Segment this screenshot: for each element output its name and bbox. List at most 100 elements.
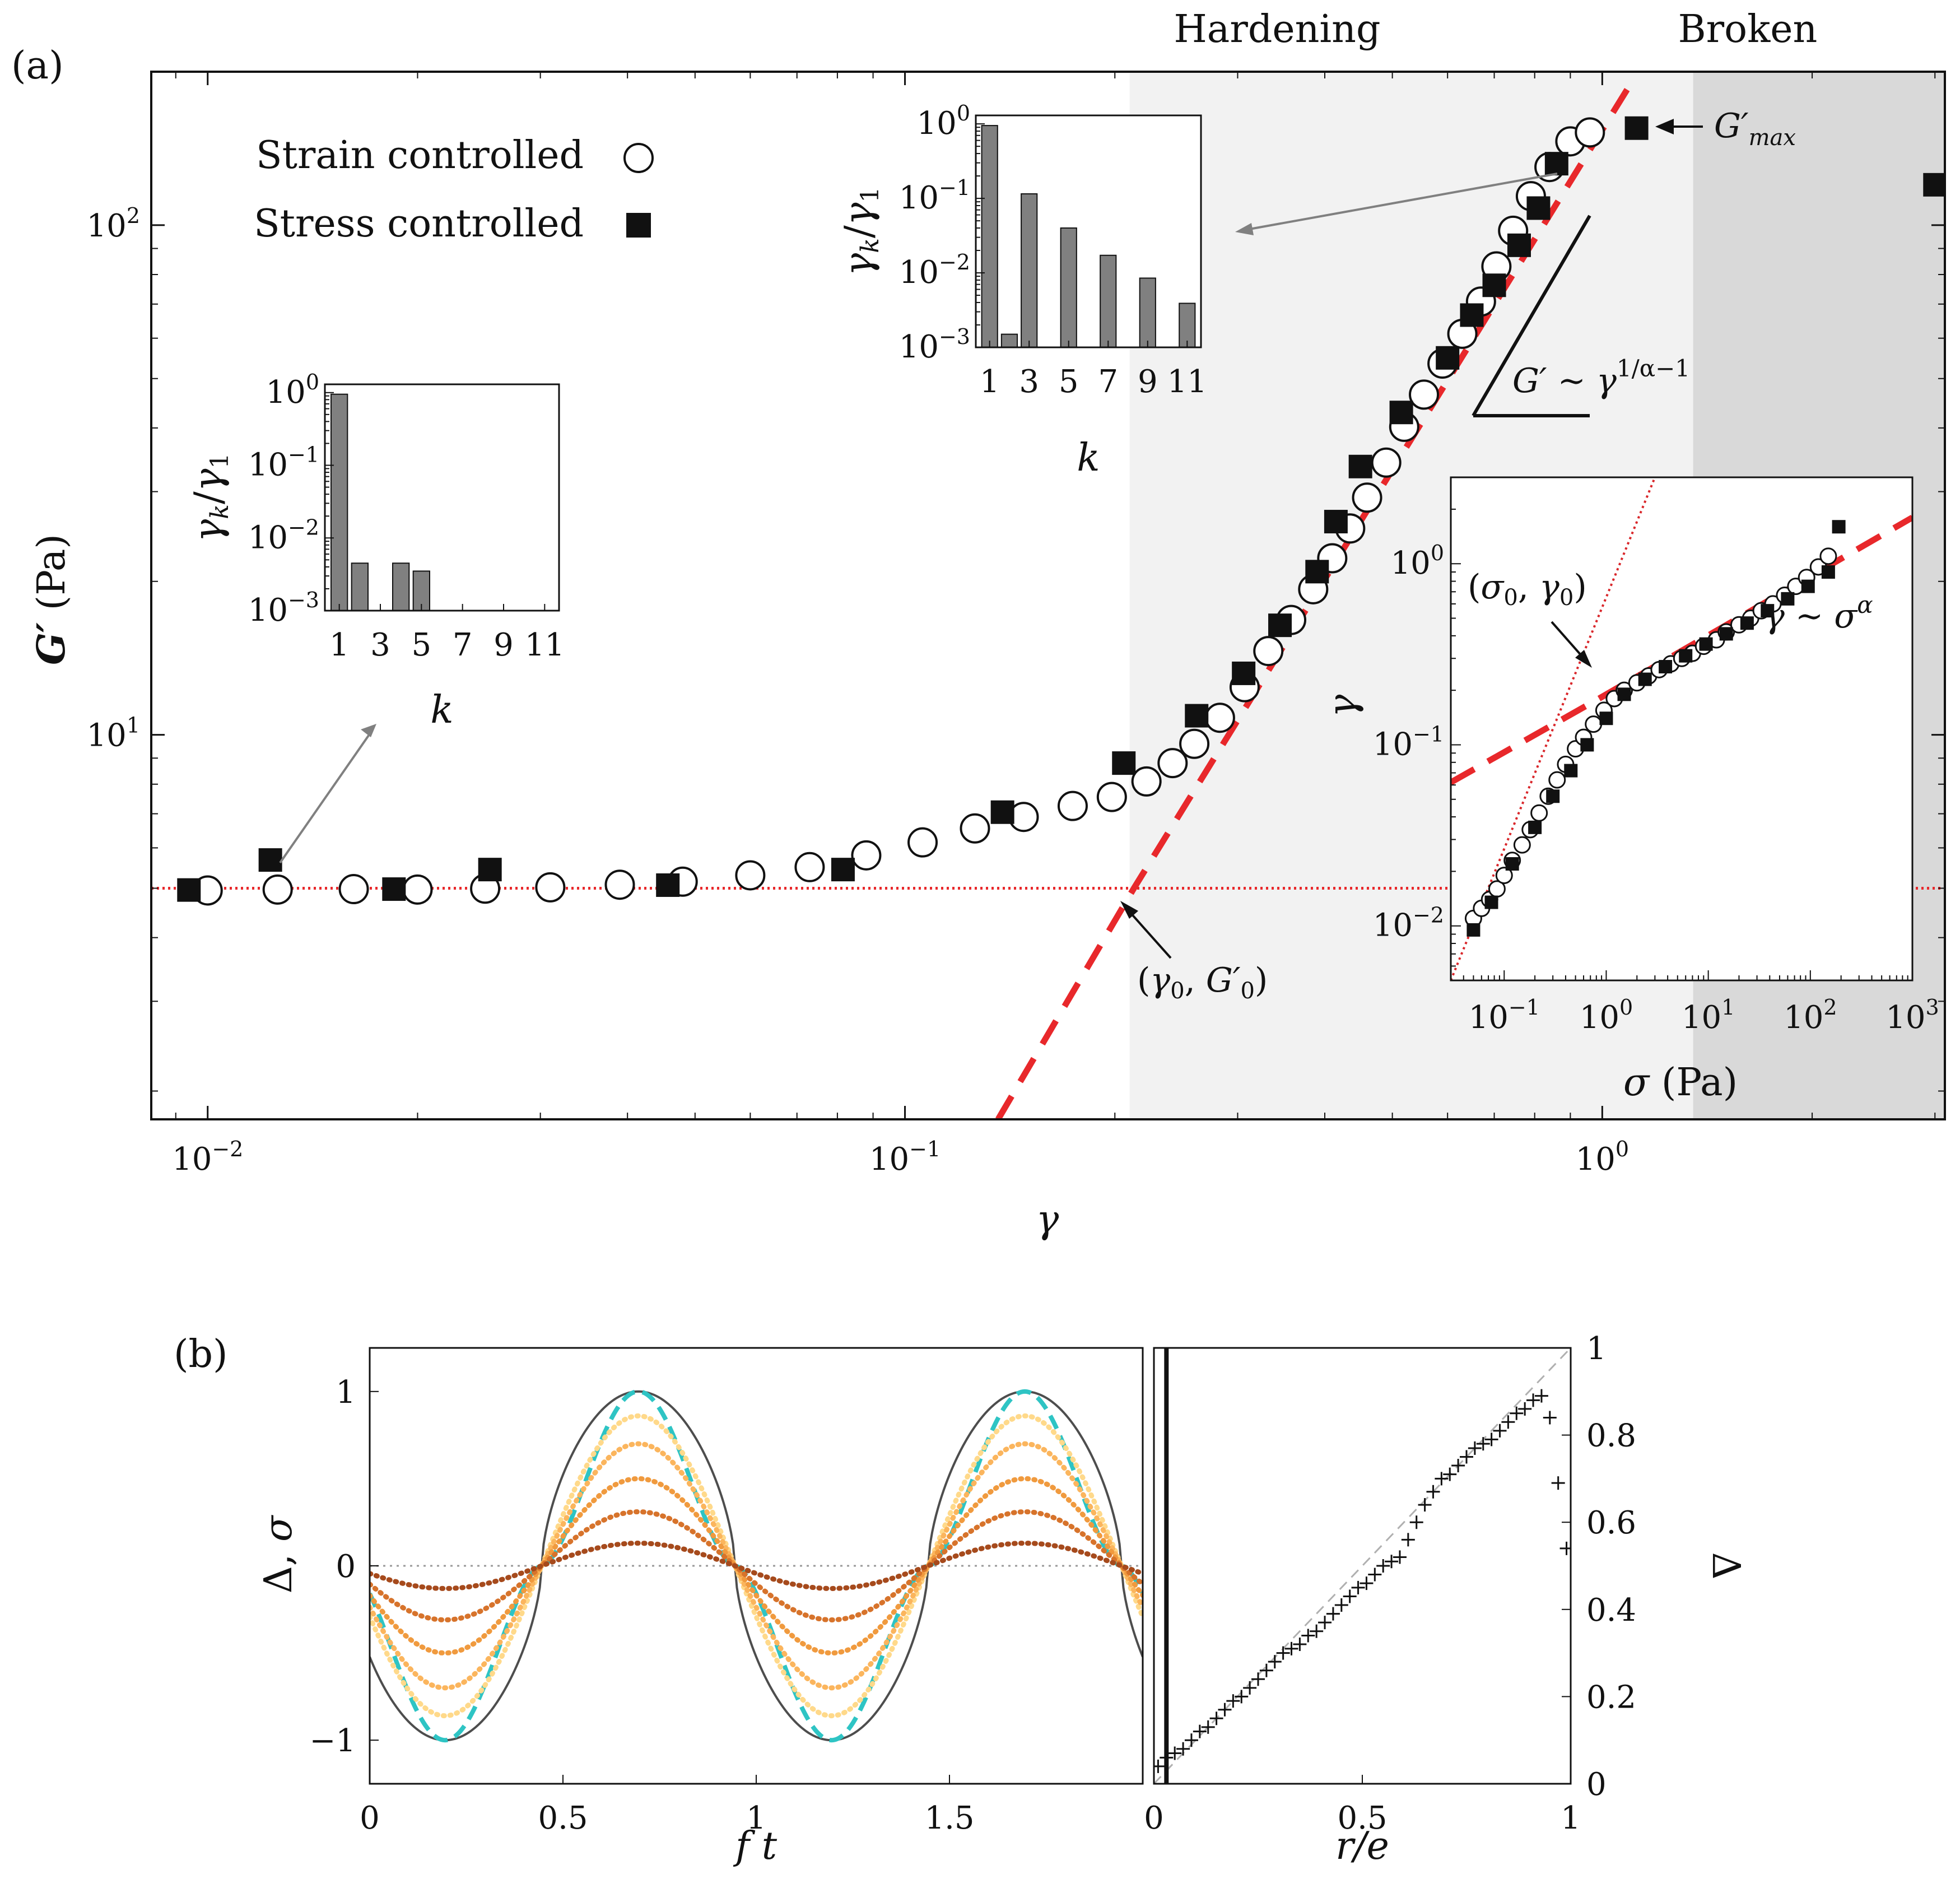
plus-point xyxy=(1318,1616,1332,1630)
x-tick-label: 7 xyxy=(1098,364,1118,400)
inset-left: 10−3 10−2 10−1 100 1 3 5 7 9 11 k γk/γ1 xyxy=(187,370,565,732)
inset-stress-point xyxy=(1484,895,1498,909)
inset-strain-point xyxy=(1548,771,1566,789)
stress-point xyxy=(1544,152,1568,176)
plus-point xyxy=(1276,1646,1290,1660)
plus-point xyxy=(1160,1751,1174,1765)
plus-point xyxy=(1226,1694,1240,1708)
inset-stress-point xyxy=(1505,857,1519,871)
x-tick-label: 11 xyxy=(525,627,565,663)
y-tick-label: 100 xyxy=(266,370,319,411)
stress-point xyxy=(177,878,201,902)
inset-top-ticks: 10−3 10−2 10−1 100 1 3 5 7 9 11 xyxy=(899,101,1207,400)
inset-right: 10−1 100 101 102 103 10−2 10−1 100 σ (Pa) γ (σ0… xyxy=(1321,476,1939,1105)
stress-point xyxy=(1460,303,1484,327)
inset-stress-point xyxy=(1659,660,1673,674)
left-inset-arrowhead xyxy=(361,724,376,737)
inset-top-x-label: k xyxy=(1077,436,1100,480)
x-tick-label: 3 xyxy=(1019,364,1039,400)
x-tick-label: 9 xyxy=(494,627,514,663)
gamma0-text: (γ0, G′0) xyxy=(1137,961,1268,1004)
plus-point xyxy=(1184,1733,1198,1747)
inset-pointer-arrows xyxy=(279,173,1558,864)
panel-b-label: (b) xyxy=(174,1332,228,1376)
y-tick-label: 101 xyxy=(87,713,140,754)
plus-point xyxy=(1551,1476,1565,1490)
harmonic-bar xyxy=(1060,227,1077,348)
strain-point xyxy=(1253,636,1284,667)
panel-b-right-y-label: Δ xyxy=(1703,1552,1748,1579)
plus-point xyxy=(1268,1655,1282,1669)
inset-left-y-label: γk/γ1 xyxy=(187,453,234,542)
left-inset-arrow xyxy=(279,733,371,864)
strain-point xyxy=(735,860,766,891)
strain-point xyxy=(1057,790,1088,821)
plus-point xyxy=(1310,1624,1324,1638)
inset-stress-point xyxy=(1617,687,1631,701)
harmonic-bar xyxy=(330,393,348,612)
y-tick-label: 100 xyxy=(917,101,970,142)
strain-point xyxy=(1131,766,1162,797)
strain-point xyxy=(851,840,882,871)
main-y-label: G′ (Pa) xyxy=(29,534,74,665)
harmonic-bar xyxy=(1000,333,1018,348)
inset-stress-point xyxy=(1679,649,1693,663)
y-tick-label: 0.6 xyxy=(1586,1505,1636,1541)
stress-point xyxy=(1624,116,1649,140)
stress-point xyxy=(1436,346,1460,370)
x-tick-label: 7 xyxy=(453,627,473,663)
plus-point xyxy=(1526,1393,1540,1407)
plus-point xyxy=(1243,1681,1257,1695)
panel-b-left: 0 0.5 1 1.5 −1 0 1 f t Δ, σ xyxy=(257,1347,1144,1868)
stress-point xyxy=(656,873,680,897)
plus-point xyxy=(1154,1759,1165,1773)
y-tick-label: 10−2 xyxy=(1373,903,1444,944)
main-data-points xyxy=(177,116,1945,906)
main-x-label: γ xyxy=(1036,1198,1059,1242)
inset-stress-point xyxy=(1832,520,1846,534)
strain-point xyxy=(262,874,293,905)
inset-right-dashed-fit xyxy=(1451,514,1912,785)
panel-b: (b) 0 0.5 1 1.5−101 f t Δ, σ 0 0.5 100.20.40.… xyxy=(174,1331,1748,1868)
inset-stress-point xyxy=(1599,711,1613,725)
inset-top-y-label: γk/γ1 xyxy=(837,187,884,276)
harmonic-bar xyxy=(392,562,410,612)
x-tick-label: 10−1 xyxy=(1469,995,1540,1036)
plus-point xyxy=(1376,1559,1390,1573)
panel-b-left-ticks: 0 0.5 1 1.5 −1 0 1 xyxy=(309,1374,974,1836)
x-tick-label: 1 xyxy=(1561,1800,1581,1836)
plus-point xyxy=(1559,1541,1571,1555)
legend-strain-label: Strain controlled xyxy=(256,133,584,178)
plus-point xyxy=(1168,1746,1182,1760)
x-tick-label: 10−1 xyxy=(869,1137,941,1178)
inset-right-frame xyxy=(1450,476,1914,982)
plus-point xyxy=(1501,1415,1515,1429)
x-tick-label: 5 xyxy=(412,627,432,663)
y-tick-label: 10−3 xyxy=(248,588,319,629)
inset-right-y-label: γ xyxy=(1321,694,1365,717)
plus-point xyxy=(1301,1629,1315,1643)
y-tick-label: 0.8 xyxy=(1586,1418,1636,1454)
reference-curve xyxy=(370,1390,1143,1742)
dotted-series-curve xyxy=(370,1441,1143,1691)
strain-point xyxy=(604,869,635,900)
x-tick-label: 10−2 xyxy=(172,1137,243,1178)
inset-top-bars xyxy=(981,125,1196,348)
stress-point xyxy=(1389,401,1413,425)
inset-top-bg xyxy=(976,115,1201,347)
plus-point xyxy=(1360,1576,1374,1590)
top-inset-arrowhead xyxy=(1235,223,1254,235)
strain-point xyxy=(1575,117,1605,148)
inset-left-ticks: 10−3 10−2 10−1 100 1 3 5 7 9 11 xyxy=(248,370,565,663)
legend-strain-marker xyxy=(623,143,654,173)
x-tick-label: 3 xyxy=(370,627,390,663)
plus-point xyxy=(1218,1703,1232,1717)
top-inset-arrow xyxy=(1246,173,1558,231)
plus-point xyxy=(1368,1568,1382,1582)
x-tick-label: 11 xyxy=(1167,364,1207,400)
inset-stress-point xyxy=(1564,764,1578,778)
panel-a-label: (a) xyxy=(11,44,64,88)
stress-point xyxy=(831,858,855,882)
y-tick-label: 10−2 xyxy=(248,515,319,556)
